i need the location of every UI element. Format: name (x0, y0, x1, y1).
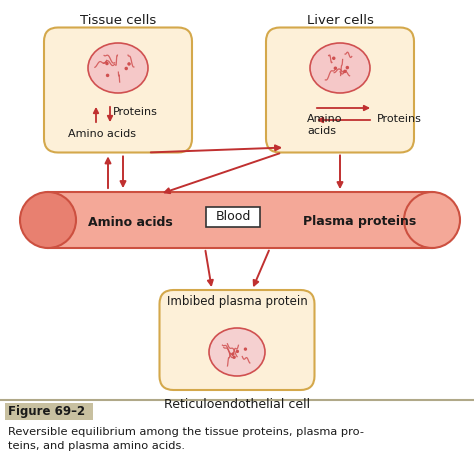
Ellipse shape (310, 43, 370, 93)
Circle shape (334, 66, 337, 70)
Text: Imbibed plasma protein: Imbibed plasma protein (167, 296, 307, 308)
Circle shape (346, 66, 349, 69)
Circle shape (128, 62, 131, 66)
Circle shape (236, 350, 239, 353)
Circle shape (244, 347, 247, 351)
Text: Proteins: Proteins (377, 114, 422, 124)
FancyBboxPatch shape (48, 192, 432, 248)
Text: Plasma proteins: Plasma proteins (303, 216, 417, 228)
Text: teins, and plasma amino acids.: teins, and plasma amino acids. (8, 441, 185, 451)
FancyBboxPatch shape (44, 28, 192, 152)
Text: Blood: Blood (215, 211, 251, 224)
Ellipse shape (20, 192, 76, 248)
Text: Tissue cells: Tissue cells (80, 14, 156, 27)
Circle shape (105, 62, 109, 65)
Circle shape (232, 356, 236, 359)
FancyBboxPatch shape (159, 290, 315, 390)
Text: Reversible equilibrium among the tissue proteins, plasma pro-: Reversible equilibrium among the tissue … (8, 427, 364, 437)
Text: Amino acids: Amino acids (88, 216, 173, 228)
Circle shape (106, 74, 109, 77)
Text: Liver cells: Liver cells (307, 14, 374, 27)
Circle shape (332, 56, 336, 60)
Ellipse shape (88, 43, 148, 93)
Text: Amino
acids: Amino acids (307, 114, 343, 136)
Circle shape (231, 352, 235, 356)
Text: Amino acids: Amino acids (68, 129, 136, 139)
Text: Proteins: Proteins (113, 107, 158, 117)
Circle shape (125, 67, 128, 70)
FancyBboxPatch shape (266, 28, 414, 152)
FancyBboxPatch shape (5, 403, 93, 420)
Circle shape (343, 70, 346, 73)
Ellipse shape (404, 192, 460, 248)
Ellipse shape (209, 328, 265, 376)
Text: Reticuloendothelial cell: Reticuloendothelial cell (164, 398, 310, 411)
Text: Figure 69–2: Figure 69–2 (8, 405, 85, 418)
FancyBboxPatch shape (206, 207, 260, 227)
